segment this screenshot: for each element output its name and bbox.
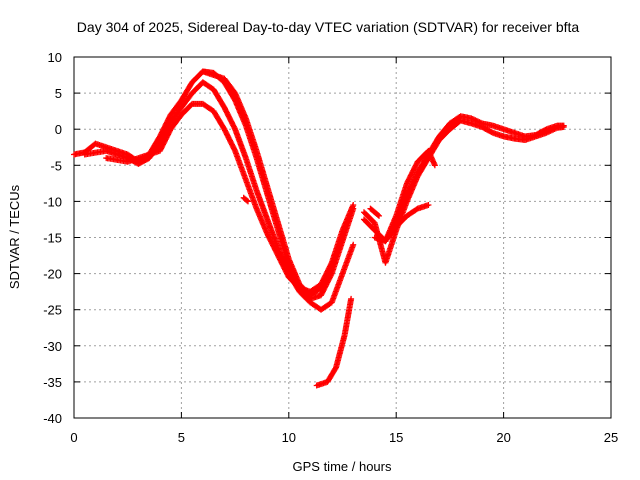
y-tick-label: -35: [43, 375, 62, 390]
data-points: [71, 68, 567, 389]
y-axis-label: SDTVAR / TECUs: [7, 184, 22, 289]
x-tick-label: 0: [70, 430, 77, 445]
y-tick-label: -30: [43, 339, 62, 354]
x-tick-label: 5: [178, 430, 185, 445]
y-tick-label: -25: [43, 303, 62, 318]
data-point: [560, 124, 567, 131]
chart-title: Day 304 of 2025, Sidereal Day-to-day VTE…: [77, 19, 580, 35]
x-tick-label: 10: [282, 430, 296, 445]
y-tick-label: -15: [43, 231, 62, 246]
x-tick-label: 20: [496, 430, 510, 445]
data-point: [374, 211, 381, 218]
data-point: [350, 202, 357, 209]
y-tick-label: -10: [43, 194, 62, 209]
data-point: [244, 198, 251, 205]
y-tick-label: 0: [55, 122, 62, 137]
axis-ticks: 0 5 10 15 20 25 10 5 0 -5 -10 -15 -20 -25 -30 -35 -40: [43, 50, 618, 445]
data-point: [243, 197, 250, 204]
data-point: [339, 234, 346, 241]
data-point: [350, 241, 357, 248]
data-point: [425, 202, 432, 209]
y-tick-label: -40: [43, 411, 62, 426]
data-point: [431, 162, 438, 169]
data-point: [348, 295, 355, 302]
y-tick-label: -5: [50, 158, 62, 173]
y-tick-label: 5: [55, 86, 62, 101]
x-axis-label: GPS time / hours: [293, 459, 392, 474]
data-point: [376, 212, 383, 219]
x-tick-label: 25: [604, 430, 618, 445]
y-tick-label: -20: [43, 267, 62, 282]
y-tick-label: 10: [48, 50, 62, 65]
x-tick-label: 15: [389, 430, 403, 445]
